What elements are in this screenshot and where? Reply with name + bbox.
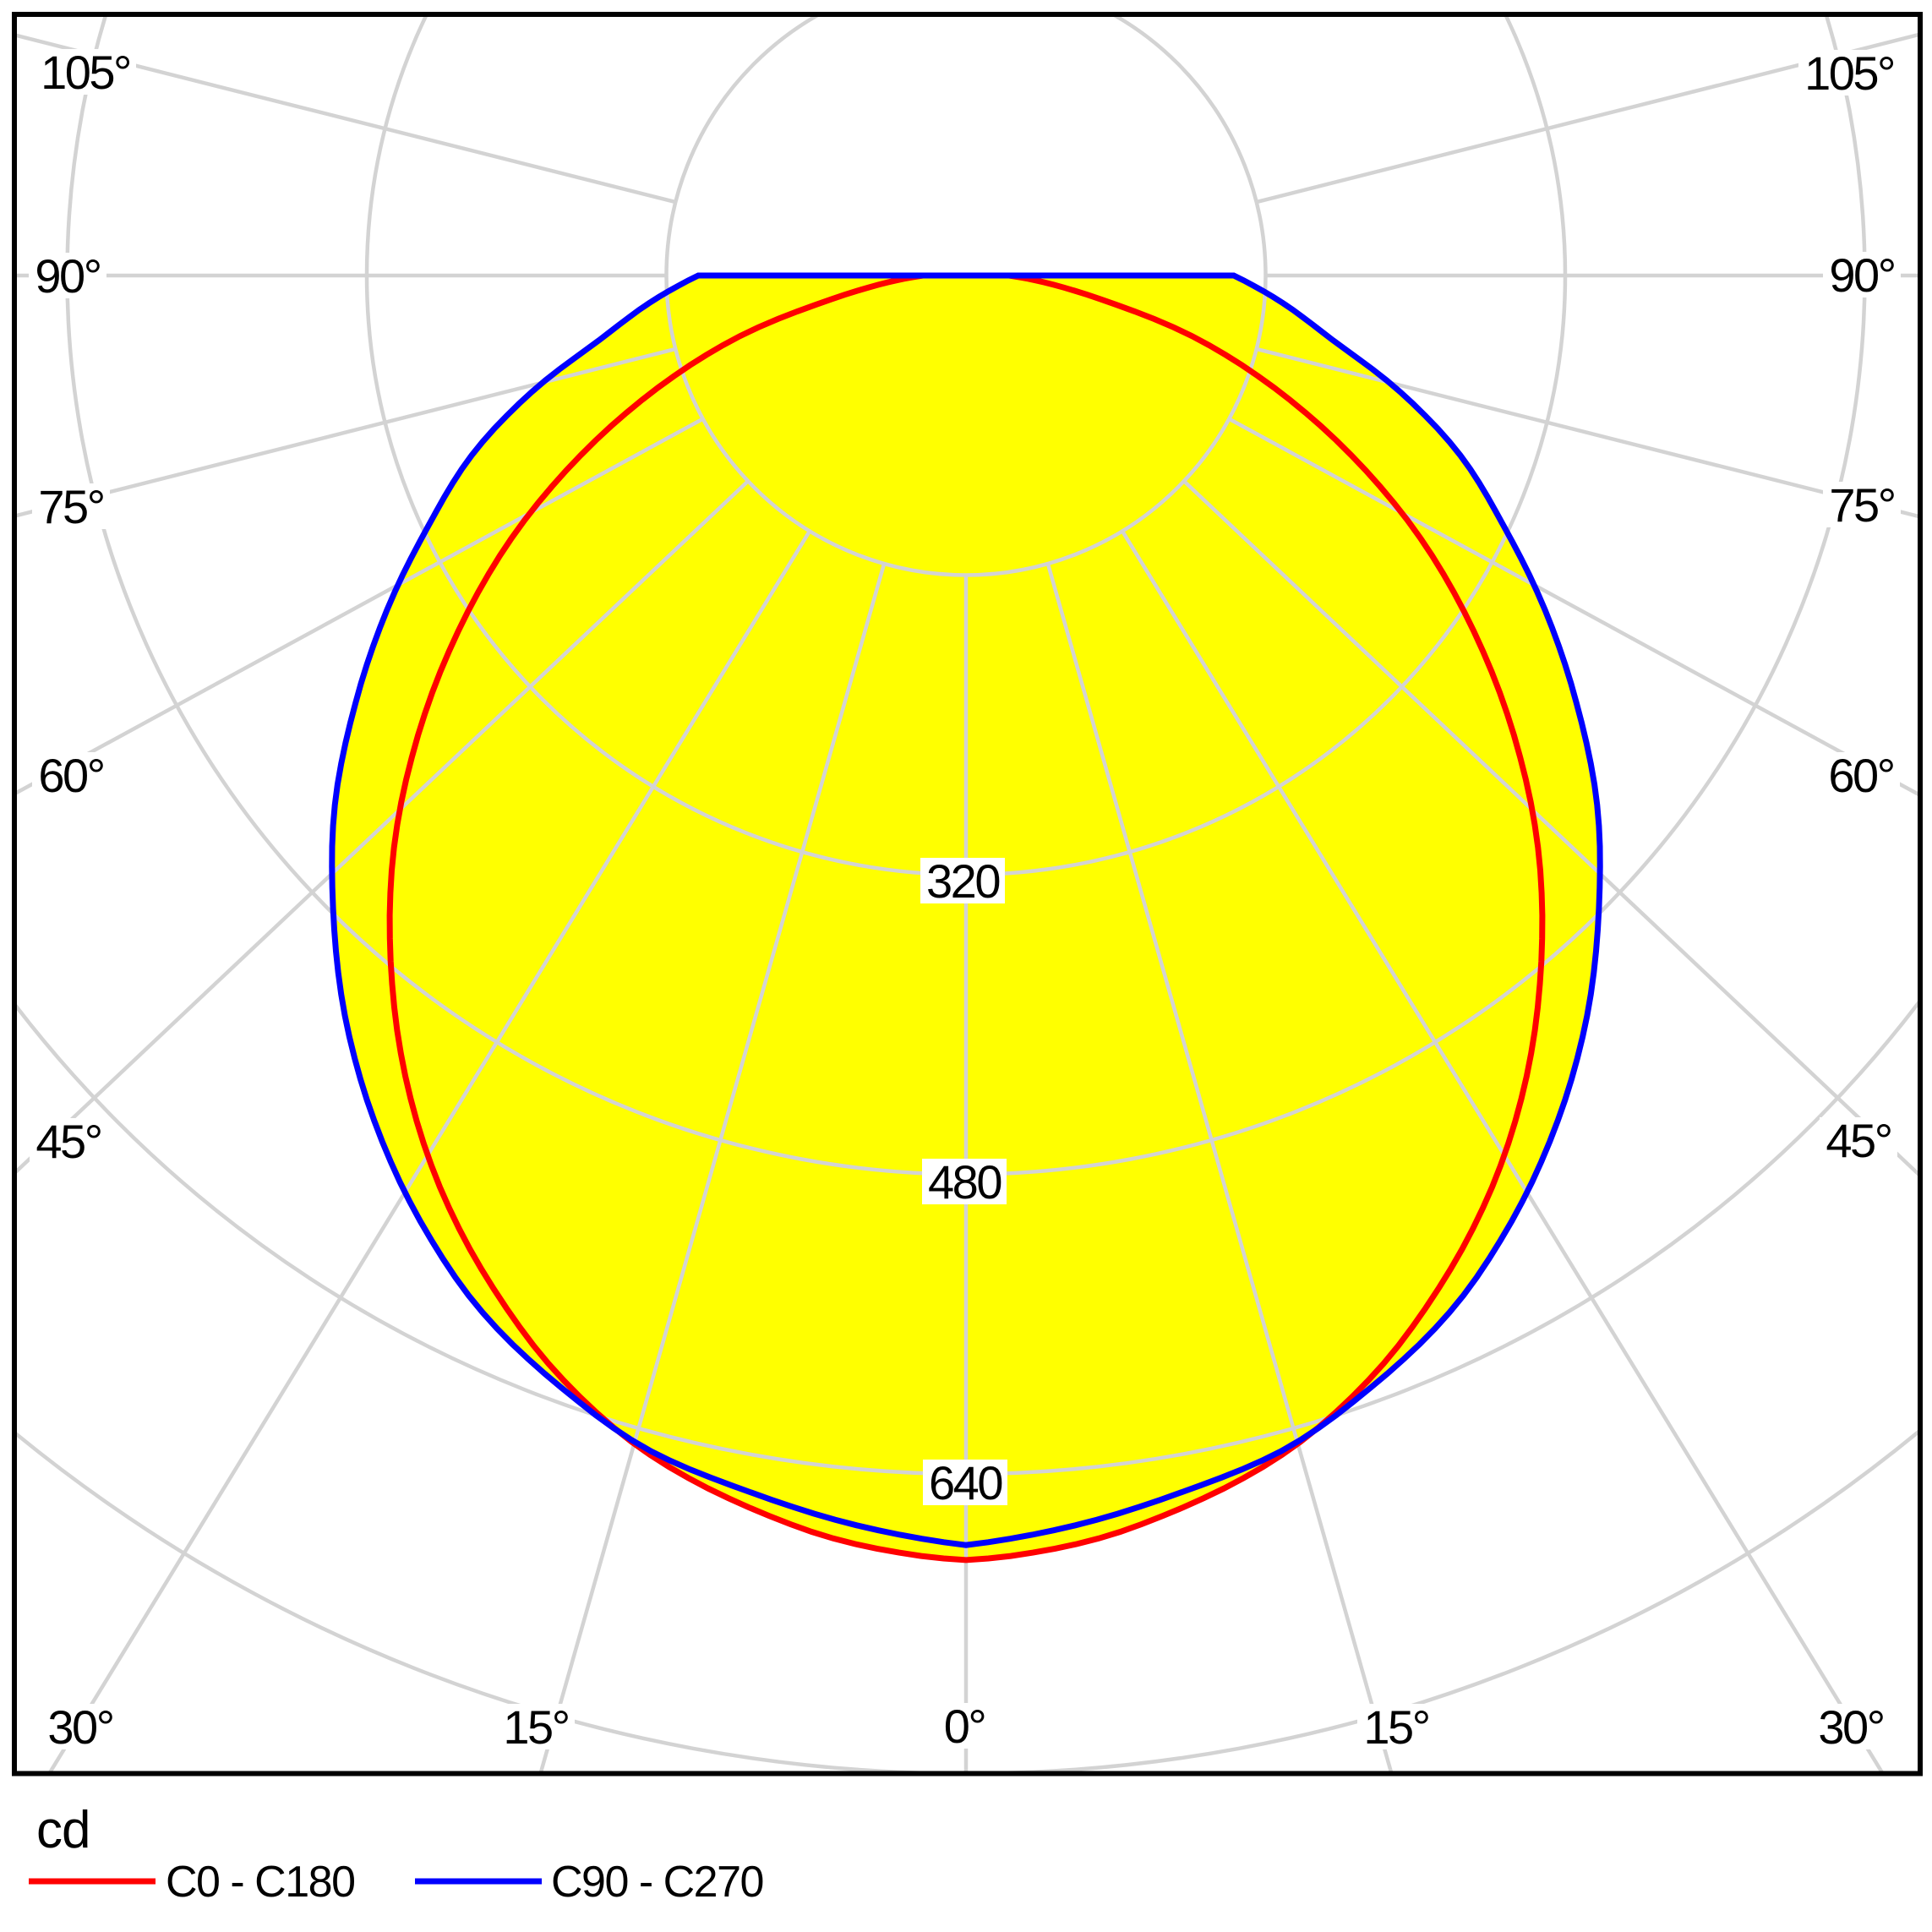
svg-text:480: 480 — [928, 1155, 1001, 1209]
svg-text:105°: 105° — [1804, 46, 1894, 100]
svg-text:C0 - C180: C0 - C180 — [166, 1858, 355, 1907]
svg-text:0°: 0° — [944, 1700, 985, 1753]
svg-text:30°: 30° — [47, 1700, 112, 1754]
svg-text:75°: 75° — [1829, 478, 1894, 532]
svg-text:640: 640 — [929, 1456, 1001, 1509]
svg-text:cd: cd — [36, 1801, 90, 1859]
svg-text:90°: 90° — [35, 249, 100, 303]
svg-text:15°: 15° — [1363, 1700, 1428, 1754]
svg-text:90°: 90° — [1829, 248, 1894, 302]
svg-text:45°: 45° — [1826, 1114, 1891, 1167]
svg-text:75°: 75° — [38, 480, 103, 533]
svg-text:C90 - C270: C90 - C270 — [551, 1858, 763, 1907]
svg-text:15°: 15° — [503, 1700, 568, 1754]
svg-text:45°: 45° — [35, 1115, 101, 1168]
svg-text:105°: 105° — [41, 46, 130, 99]
svg-text:60°: 60° — [1828, 749, 1893, 802]
svg-text:30°: 30° — [1818, 1700, 1883, 1754]
svg-text:60°: 60° — [38, 749, 103, 802]
svg-text:320: 320 — [926, 854, 999, 908]
